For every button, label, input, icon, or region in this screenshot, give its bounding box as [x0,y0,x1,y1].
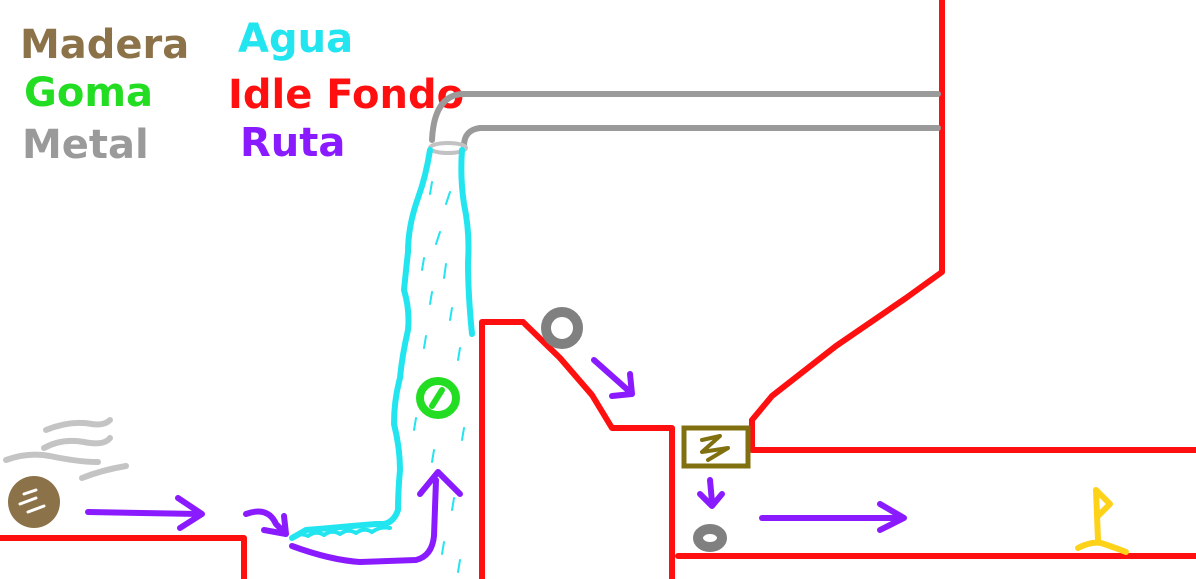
water-ripple [290,525,392,540]
water-right-edge [458,147,475,337]
rubber-ball [416,377,460,419]
legend-idle-background: Idle Fondo [228,72,464,118]
pillar-left-edge [479,319,526,579]
legend: Madera Goma Metal Agua Idle Fondo Ruta [20,16,464,168]
right-upper-wall [749,0,1196,453]
arrow-right-2 [759,501,907,533]
floor-left [0,535,247,579]
water-stream [289,147,475,573]
legend-rubber: Goma [24,70,153,116]
legend-metal: Metal [22,122,149,168]
spring-block [681,425,751,469]
arrow-curve-down [243,508,289,537]
water-left-edge [289,147,433,541]
arrow-down-right [591,357,635,399]
water-droplets [413,181,465,573]
pipe-bottom [461,125,941,149]
pipe-top [429,91,941,143]
wind-lines [3,417,129,481]
goal-flag-icon [1075,487,1129,555]
arrow-u-turn-up [289,469,463,565]
zigzag-spring-icon [700,434,730,462]
metal-ball-ramp [541,307,583,349]
path-arrows [85,357,907,565]
metal-pipe [428,91,941,155]
legend-water: Agua [238,16,353,62]
wooden-ball [8,476,60,528]
arrow-down-short [697,477,725,509]
legend-path: Ruta [240,120,345,166]
arrow-right-1 [85,495,205,531]
ramp [520,319,675,579]
legend-wood: Madera [20,22,189,68]
metal-ball-low [693,524,727,552]
